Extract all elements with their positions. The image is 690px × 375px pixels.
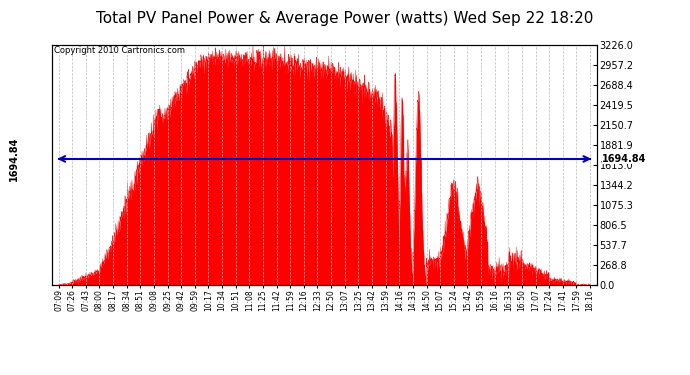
Text: Copyright 2010 Cartronics.com: Copyright 2010 Cartronics.com [55, 46, 186, 55]
Text: 1694.84: 1694.84 [9, 137, 19, 181]
Text: Total PV Panel Power & Average Power (watts) Wed Sep 22 18:20: Total PV Panel Power & Average Power (wa… [97, 11, 593, 26]
Text: 1694.84: 1694.84 [602, 154, 647, 164]
